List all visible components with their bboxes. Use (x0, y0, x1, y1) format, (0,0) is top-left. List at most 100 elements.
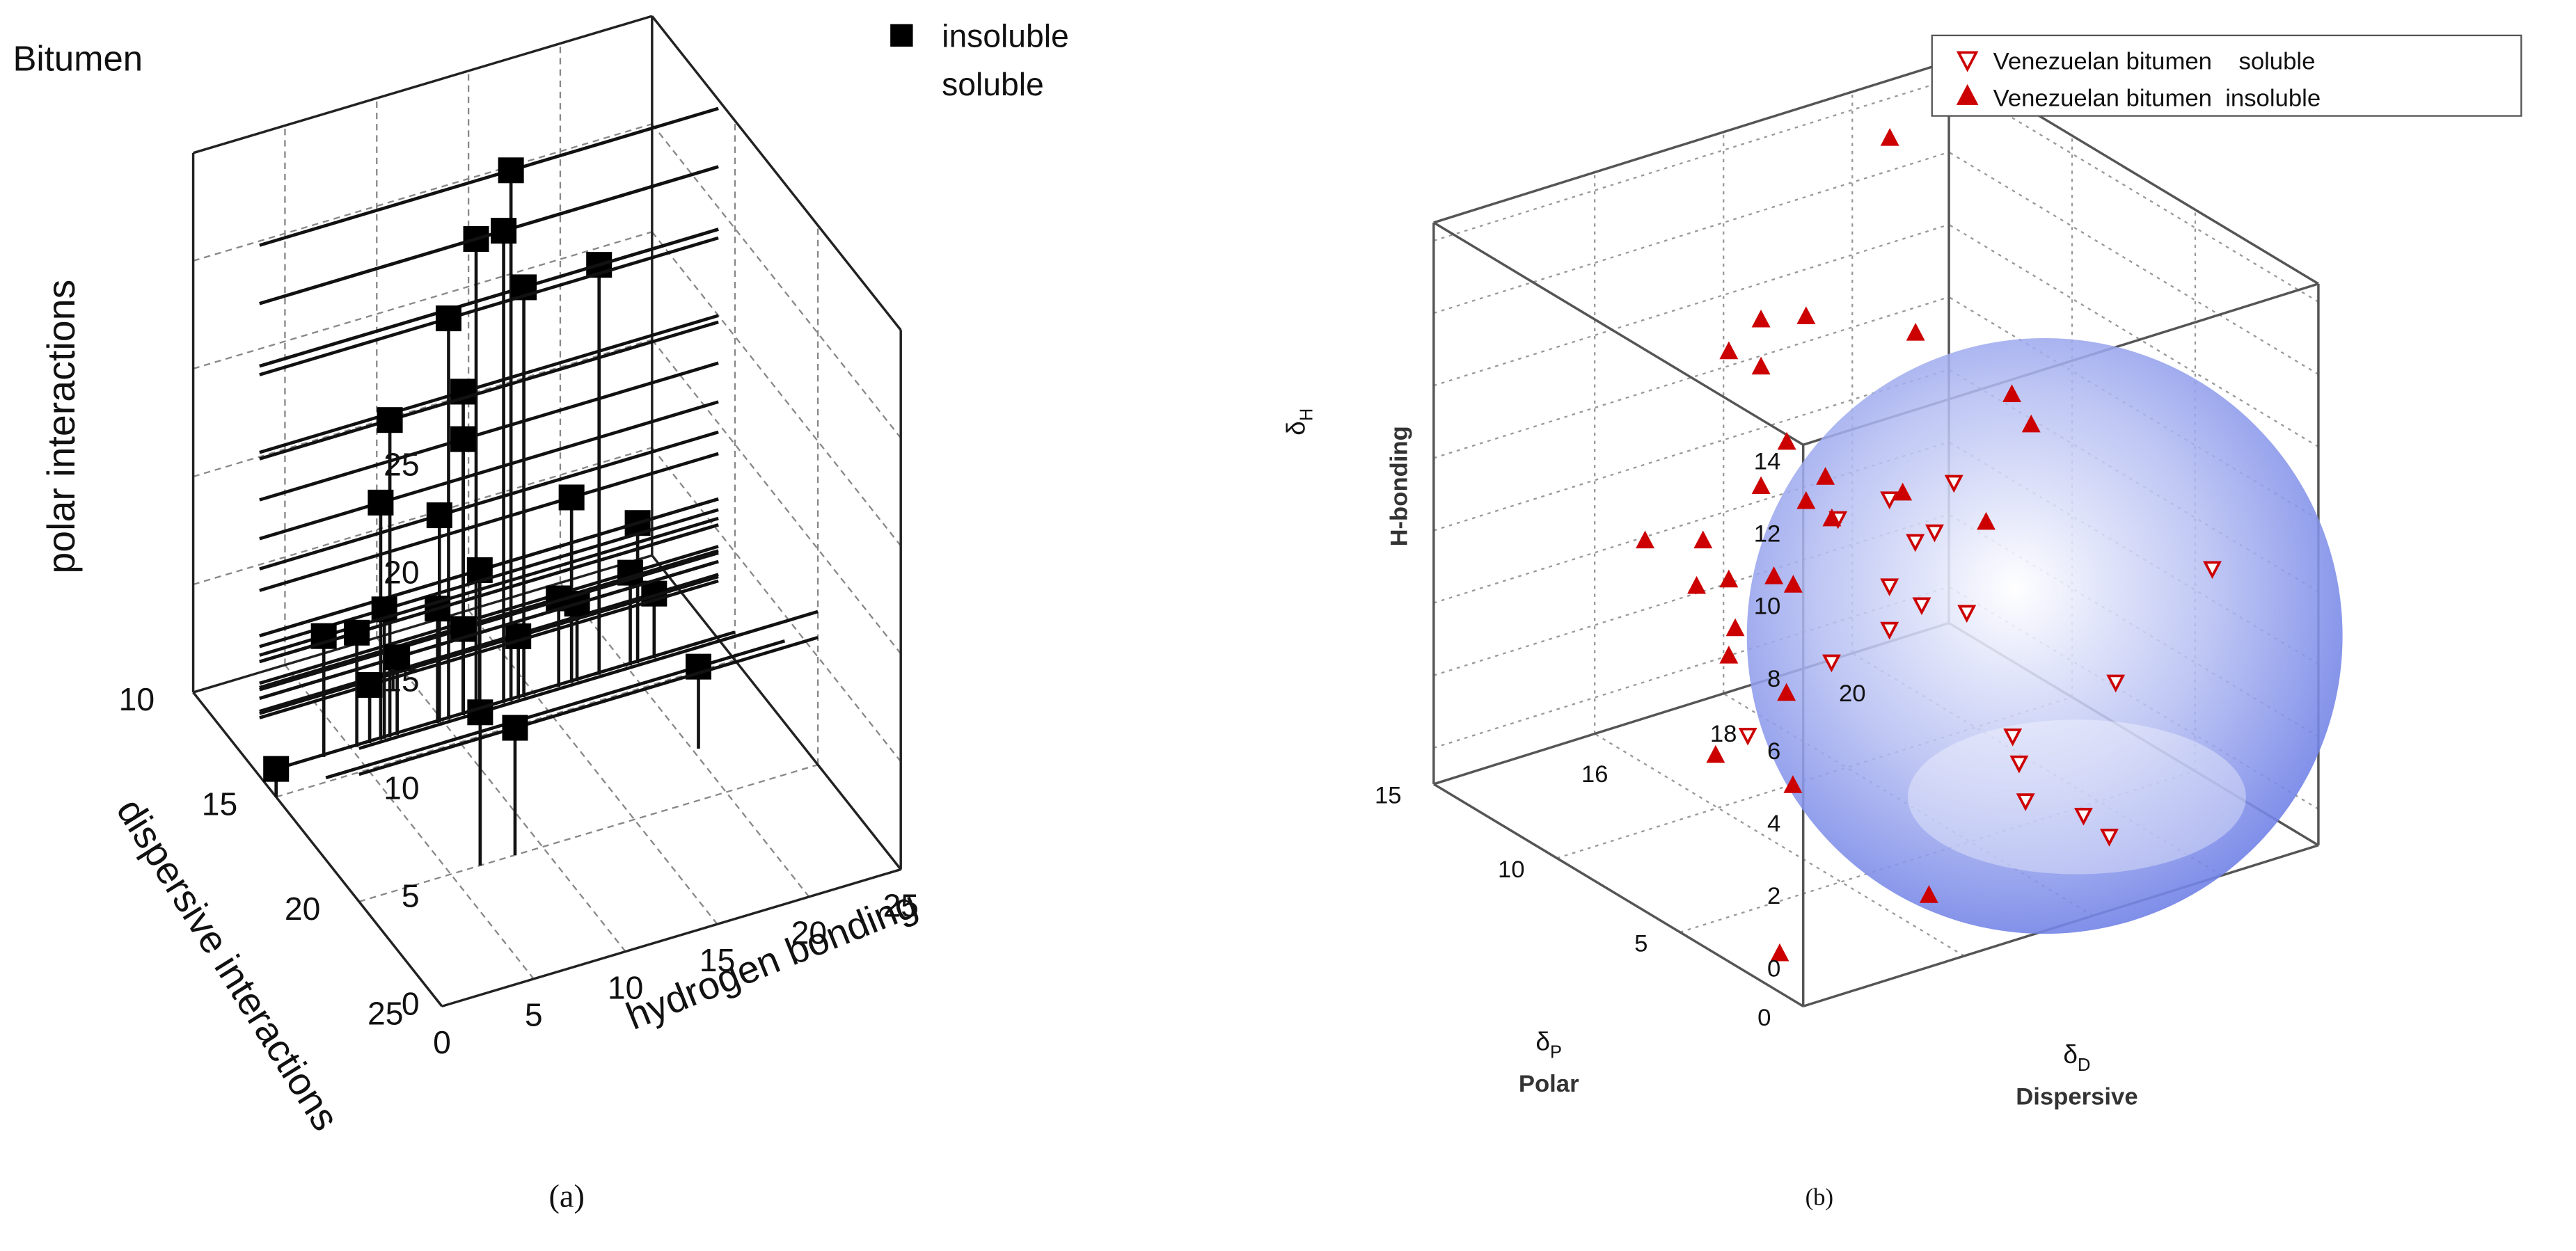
drop-line (259, 551, 719, 692)
axis-symbol: δH (1281, 408, 1316, 436)
x-tick-label: 5 (525, 997, 543, 1033)
marker (1796, 491, 1816, 509)
grid-line (193, 447, 653, 586)
grid-line (193, 231, 653, 370)
y-tick-label: 10 (119, 681, 155, 717)
axis-label: H-bonding (1386, 426, 1413, 546)
marker (2202, 561, 2222, 580)
box-edge (1432, 783, 1804, 1007)
y-tick-label: 20 (285, 891, 320, 927)
drop-line (358, 609, 819, 750)
legend-label: Venezuelan bitumen soluble (1993, 48, 2316, 74)
marker (1719, 569, 1739, 588)
drop-line (259, 549, 719, 690)
drop-line (259, 400, 719, 541)
drop-line (259, 320, 719, 461)
grid-line (1433, 513, 1950, 676)
sphere-highlight (1908, 719, 2246, 875)
marks (259, 106, 819, 866)
box-edge (651, 15, 902, 331)
marker (1706, 744, 1725, 763)
marker (368, 489, 394, 516)
marker (344, 619, 370, 646)
marker (1880, 578, 1899, 596)
marker (1880, 621, 1899, 640)
z-tick-label: 25 (384, 446, 419, 482)
panel-b: 16182005101502468101214δDDispersiveδPPol… (1281, 34, 2522, 1211)
grid-line (651, 231, 902, 547)
drop-line (259, 579, 719, 719)
marker (1956, 83, 1979, 105)
drop-line (259, 523, 719, 664)
marker (1764, 566, 1784, 584)
labels: 16182005101502468101214δDDispersiveδPPol… (1281, 34, 2522, 1211)
marker (1725, 618, 1745, 637)
grid-line (1433, 151, 1950, 314)
marker (1976, 511, 1996, 530)
z-tick-label: 12 (1754, 521, 1781, 548)
x-tick-label: 18 (1710, 721, 1737, 747)
drop-line (259, 430, 719, 571)
marker (1693, 530, 1713, 549)
marker (1796, 306, 1816, 324)
drop-line (259, 106, 719, 247)
legend-label: soluble (942, 66, 1044, 102)
y-tick-label: 10 (1498, 856, 1525, 883)
x-tick-label: 20 (791, 915, 827, 951)
grid-line (358, 764, 819, 902)
z-tick-label: 15 (384, 662, 419, 698)
marker (2016, 793, 2035, 811)
box-edge (651, 555, 902, 870)
marker (2021, 414, 2041, 433)
z-tick-label: 6 (1767, 738, 1780, 765)
box-edge (193, 15, 653, 154)
marker (1912, 597, 1931, 616)
marker (2106, 674, 2126, 693)
y-tick-label: 5 (1634, 931, 1647, 957)
axis-label: Dispersive (2016, 1083, 2138, 1110)
drop-line (259, 452, 719, 592)
legend-label: insoluble (942, 18, 1069, 54)
grid-line (1556, 696, 2073, 859)
chart-title: Bitumen (13, 38, 143, 78)
marker (502, 715, 528, 741)
grid-line (1680, 770, 2196, 933)
z-tick-label: 2 (1767, 883, 1780, 909)
marker (1906, 323, 1925, 341)
grid-line (651, 447, 902, 763)
marker (1880, 491, 1899, 509)
marker (1777, 431, 1796, 450)
marker (356, 671, 383, 698)
grid-line (1433, 223, 1950, 387)
marker (1719, 341, 1739, 360)
marker (450, 426, 477, 452)
z-tick-label: 20 (384, 554, 419, 590)
marker (1751, 356, 1771, 375)
z-tick-label: 10 (1754, 593, 1781, 620)
marker (1777, 683, 1796, 701)
solubility-sphere (1746, 337, 2343, 934)
grid (191, 15, 902, 1007)
marker (491, 218, 517, 244)
grid-line (193, 123, 653, 262)
marker (1738, 727, 1757, 746)
axis-symbol-subscript: D (2078, 1055, 2090, 1075)
marker (1893, 482, 1913, 501)
grid-line (1433, 368, 1950, 532)
y-tick-label: 25 (368, 995, 403, 1031)
legend-box (1931, 34, 2522, 117)
drop-line (259, 165, 719, 305)
drop-line (259, 228, 719, 368)
marker (1719, 646, 1739, 664)
drop-line (259, 314, 719, 454)
y-tick-label: 15 (1375, 783, 1402, 809)
grid-line (651, 339, 902, 655)
marker (1822, 508, 1842, 527)
x-tick-label: 25 (883, 887, 918, 923)
marker (2002, 384, 2021, 403)
grid-line (193, 339, 653, 478)
